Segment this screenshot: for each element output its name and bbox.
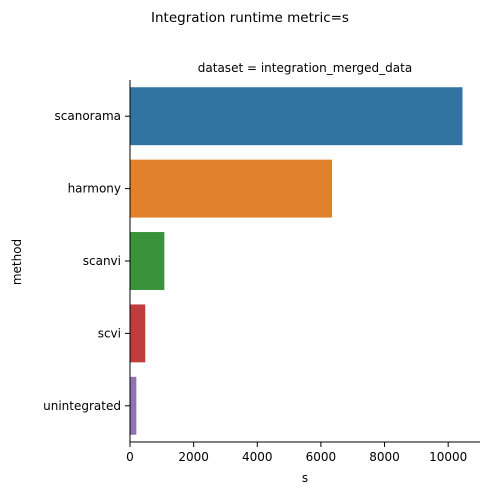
x-tick-label-6000: 6000 bbox=[306, 450, 337, 464]
chart-title: Integration runtime metric=s bbox=[151, 10, 349, 26]
x-tick-label-2000: 2000 bbox=[178, 450, 209, 464]
x-tick-label-10000: 10000 bbox=[429, 450, 467, 464]
x-tick-label-0: 0 bbox=[126, 450, 134, 464]
bar-scanorama bbox=[130, 87, 463, 146]
bar-unintegrated bbox=[130, 376, 137, 435]
bar-scanvi bbox=[130, 232, 165, 290]
y-tick-label-unintegrated: unintegrated bbox=[43, 399, 121, 413]
x-axis-label: s bbox=[302, 471, 308, 485]
bars-group bbox=[130, 87, 463, 435]
y-tick-label-scanvi: scanvi bbox=[83, 254, 121, 268]
x-tick-label-4000: 4000 bbox=[242, 450, 273, 464]
bar-scvi bbox=[130, 304, 146, 363]
facet-title: dataset = integration_merged_data bbox=[198, 61, 412, 75]
y-tick-label-harmony: harmony bbox=[68, 182, 121, 196]
y-axis-label: method bbox=[10, 239, 24, 285]
x-tick-label-8000: 8000 bbox=[369, 450, 400, 464]
y-tick-label-scvi: scvi bbox=[98, 326, 121, 340]
x-axis: 0 2000 4000 6000 8000 10000 bbox=[126, 441, 480, 464]
bar-harmony bbox=[130, 159, 333, 218]
y-axis: scanorama harmony scanvi scvi unintegrated bbox=[43, 80, 131, 442]
y-tick-label-scanorama: scanorama bbox=[55, 109, 121, 123]
